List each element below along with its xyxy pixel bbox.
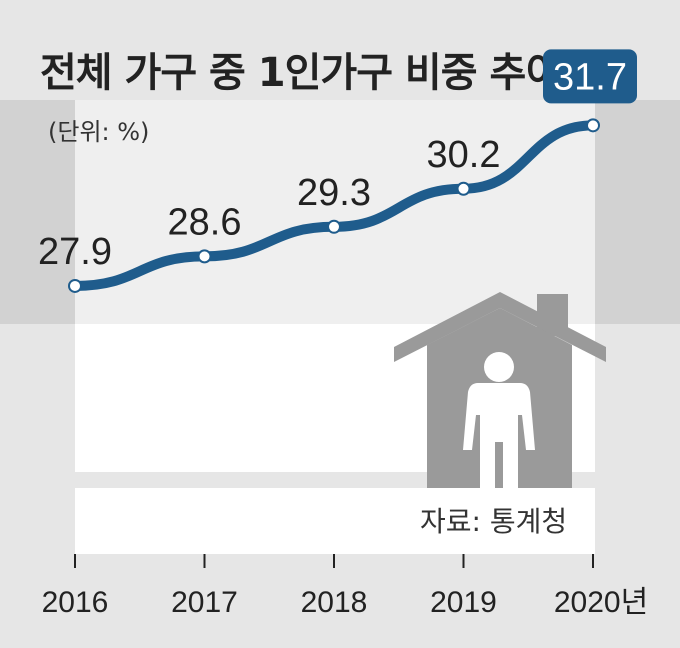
series-layer — [68, 118, 600, 293]
plot-panel-bottom — [75, 488, 595, 554]
value-label-2: 29.3 — [297, 172, 371, 214]
data-point-4 — [586, 118, 600, 133]
data-point-2 — [327, 219, 341, 234]
value-label-3: 30.2 — [427, 134, 501, 176]
value-label-1: 28.6 — [168, 201, 242, 243]
person-icon — [463, 352, 535, 488]
value-label-4: 31.7 — [553, 56, 627, 98]
value-label-0: 27.9 — [38, 231, 112, 273]
highlight-label-box — [543, 49, 637, 104]
source-note: 자료: 통계청 — [420, 505, 568, 538]
data-point-1 — [197, 249, 212, 264]
chart-title: 전체 가구 중 1인가구 비중 추이 — [40, 50, 562, 96]
x-tick-label-2: 2018 — [301, 586, 368, 619]
x-tick-label-1: 2017 — [171, 586, 238, 619]
unit-label: (단위: %) — [48, 118, 150, 146]
x-tick-label-3: 2019 — [430, 586, 497, 619]
data-point-0 — [68, 278, 82, 293]
data-point-3 — [456, 181, 471, 196]
x-axis-ticks — [74, 554, 594, 568]
value-labels: 27.9 28.6 29.3 30.2 31.7 — [38, 49, 637, 273]
x-tick-label-0: 2016 — [42, 586, 109, 619]
x-tick-labels: 2016 2017 2018 2019 2020년 — [42, 586, 649, 619]
x-tick-label-4: 2020년 — [554, 586, 648, 619]
